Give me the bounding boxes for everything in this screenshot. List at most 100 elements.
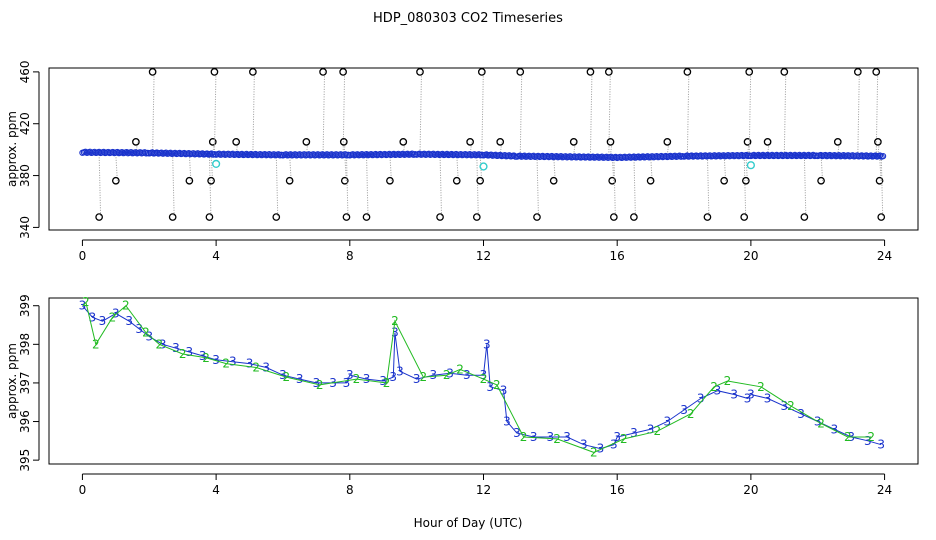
calibration-point <box>477 68 486 76</box>
series-3-point: 3 <box>463 368 471 382</box>
ambient-point <box>817 151 824 159</box>
bottom-x-tick-label: 0 <box>79 483 87 497</box>
flagged-point <box>746 161 755 170</box>
bottom-plot-frame <box>48 297 919 465</box>
ambient-point <box>566 153 574 160</box>
series-2-point: 2 <box>493 378 501 392</box>
calibration-drop-line <box>98 154 102 218</box>
ambient-point <box>203 150 211 157</box>
ambient-point <box>607 153 615 160</box>
top-y-tick-label: 340 <box>18 216 32 239</box>
series-3-point: 3 <box>79 299 87 313</box>
series-3-point: 3 <box>664 415 672 429</box>
ambient-point <box>580 153 587 160</box>
ambient-point <box>844 152 852 159</box>
ambient-point <box>863 152 870 159</box>
calibration-point <box>745 68 754 76</box>
calibration-drop-line <box>536 154 539 218</box>
calibration-drop-line <box>875 71 879 155</box>
ambient-point <box>603 153 610 160</box>
series-2-point: 2 <box>653 424 661 438</box>
ambient-point <box>194 150 202 157</box>
series-2-point: 2 <box>252 360 260 374</box>
bottom-x-axis: 0 4 8 12 16 20 24 <box>79 473 892 497</box>
ambient-point <box>453 150 460 158</box>
calibration-point <box>875 176 884 185</box>
calibration-point <box>476 176 485 185</box>
calibration-drop-line <box>366 154 369 218</box>
top-x-tick-label: 16 <box>610 249 625 263</box>
series-2-point: 2 <box>282 370 290 384</box>
ambient-point <box>234 150 241 158</box>
calibration-drop-line <box>499 141 503 155</box>
calibration-drop-line <box>666 141 670 155</box>
ambient-point <box>840 152 847 159</box>
ambient-point <box>149 149 156 156</box>
calibration-point <box>302 138 311 146</box>
series-2-point: 2 <box>82 295 90 309</box>
ambient-point <box>261 150 268 158</box>
calibration-drop-line <box>235 141 239 155</box>
ambient-point <box>492 151 499 158</box>
x-axis-label: Hour of Day (UTC) <box>414 516 523 530</box>
calibration-point <box>533 213 541 221</box>
ambient-point <box>521 152 528 159</box>
calibration-drop-line <box>608 71 611 155</box>
ambient-point <box>421 150 428 157</box>
top-x-tick-label: 4 <box>212 249 220 263</box>
series-2-point: 2 <box>687 407 695 421</box>
calibration-drop-line <box>152 71 155 155</box>
ambient-point <box>176 149 183 157</box>
series-2-point: 2 <box>456 362 464 376</box>
series-2-point: 2 <box>383 376 391 390</box>
calibration-drop-line <box>469 141 473 155</box>
ambient-point <box>831 151 838 159</box>
ambient-point <box>462 150 469 158</box>
ambient-point <box>598 153 606 160</box>
calibration-drop-line <box>419 71 422 155</box>
calibration-point <box>549 176 558 185</box>
series-2-point: 2 <box>443 368 451 382</box>
ambient-point <box>434 150 442 158</box>
ambient-point <box>571 153 578 160</box>
ambient-point <box>483 151 490 158</box>
top-y-tick-label: 380 <box>18 164 32 187</box>
calibration-drop-line <box>857 71 860 155</box>
top-y-tick-label: 460 <box>18 60 32 83</box>
calibration-drop-line <box>613 154 616 218</box>
ambient-point <box>589 153 597 160</box>
top-x-tick-label: 24 <box>877 249 892 263</box>
series-3-point: 3 <box>630 426 638 440</box>
calibration-point <box>608 176 617 185</box>
ambient-point <box>109 148 116 156</box>
ambient-point <box>497 151 504 159</box>
series-3-point: 3 <box>500 384 508 398</box>
calibration-drop-line <box>289 154 292 181</box>
series-3-point: 3 <box>212 353 220 367</box>
series-3-point: 3 <box>714 384 722 398</box>
calibration-drop-line <box>115 154 118 181</box>
calibration-drop-line <box>650 154 653 181</box>
calibration-point <box>319 68 327 76</box>
ambient-point <box>127 149 135 156</box>
calibration-point <box>496 138 505 146</box>
ambient-point <box>171 149 179 157</box>
calibration-point <box>853 68 862 76</box>
calibration-point <box>740 213 749 221</box>
series-3-point: 3 <box>313 376 321 390</box>
calibration-point <box>339 68 347 76</box>
series-3-point: 3 <box>730 388 738 402</box>
calibration-drop-line <box>879 154 882 181</box>
calibration-point <box>683 68 692 76</box>
calibration-point <box>340 176 349 185</box>
calibration-point <box>763 138 772 146</box>
series-3-point: 3 <box>296 372 304 386</box>
calibration-drop-line <box>723 154 727 181</box>
ambient-point <box>243 150 250 158</box>
series-3-point: 3 <box>145 330 153 344</box>
top-y-tick-label: 420 <box>18 112 32 135</box>
series-3-point: 3 <box>613 430 621 444</box>
calibration-point <box>472 213 481 221</box>
series-3-point: 3 <box>486 380 494 394</box>
calibration-drop-line <box>481 71 484 155</box>
